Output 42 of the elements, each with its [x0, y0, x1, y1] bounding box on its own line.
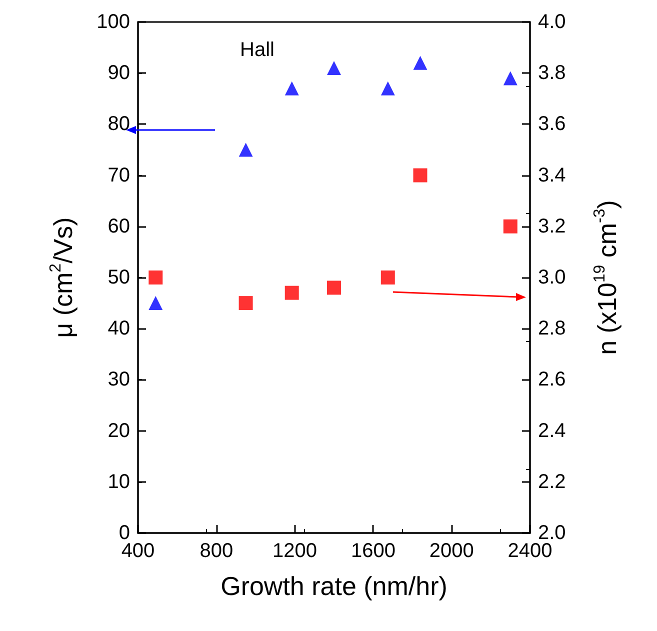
- y2-tick-label: 3.8: [538, 62, 566, 84]
- y-tick-label: 50: [108, 266, 130, 288]
- y2-tick-label: 2.4: [538, 420, 566, 442]
- y-tick-label: 20: [108, 420, 130, 442]
- point: [503, 71, 518, 86]
- y2-tick-label: 3.0: [538, 266, 566, 288]
- y-tick-label: 40: [108, 318, 130, 340]
- y2-tick-label: 2.2: [538, 470, 566, 493]
- y2-tick-label: 2.8: [538, 318, 566, 340]
- point: [148, 296, 163, 310]
- y2-axis-title: n (x1019 cm-3): [592, 200, 622, 355]
- y-tick-label: 30: [108, 368, 130, 391]
- x-tick-label: 800: [200, 540, 234, 562]
- point: [380, 270, 395, 284]
- point: [327, 280, 341, 295]
- y-tick-label: 100: [96, 11, 130, 33]
- y-tick-label: 10: [108, 470, 130, 493]
- y2-tick-label: 3.6: [538, 113, 566, 136]
- y-tick-label: 90: [108, 62, 130, 84]
- x-axis-title: Growth rate (nm/hr): [220, 571, 448, 601]
- point: [413, 56, 428, 70]
- point: [238, 142, 253, 157]
- x-tick-label: 2000: [429, 540, 474, 562]
- y2-tick-label: 3.4: [538, 164, 566, 186]
- point: [327, 60, 341, 75]
- x-tick-label: 1200: [272, 540, 318, 562]
- y2-tick-label: 2.6: [538, 368, 566, 391]
- annotation: Hall: [240, 39, 274, 61]
- y-tick-label: 70: [108, 164, 130, 186]
- y2-tick-label: 3.2: [538, 215, 566, 238]
- point: [148, 270, 163, 284]
- y-axis-title: μ (cm2/Vs): [48, 217, 78, 338]
- x-tick-label: 1600: [350, 540, 396, 562]
- y-tick-label: 80: [108, 113, 130, 136]
- point: [284, 81, 299, 96]
- y-tick-label: 60: [108, 215, 130, 238]
- point: [238, 296, 253, 310]
- point: [380, 81, 395, 96]
- point: [503, 219, 518, 234]
- point: [284, 286, 299, 300]
- y2-tick-label: 4.0: [538, 11, 566, 33]
- point: [413, 168, 428, 182]
